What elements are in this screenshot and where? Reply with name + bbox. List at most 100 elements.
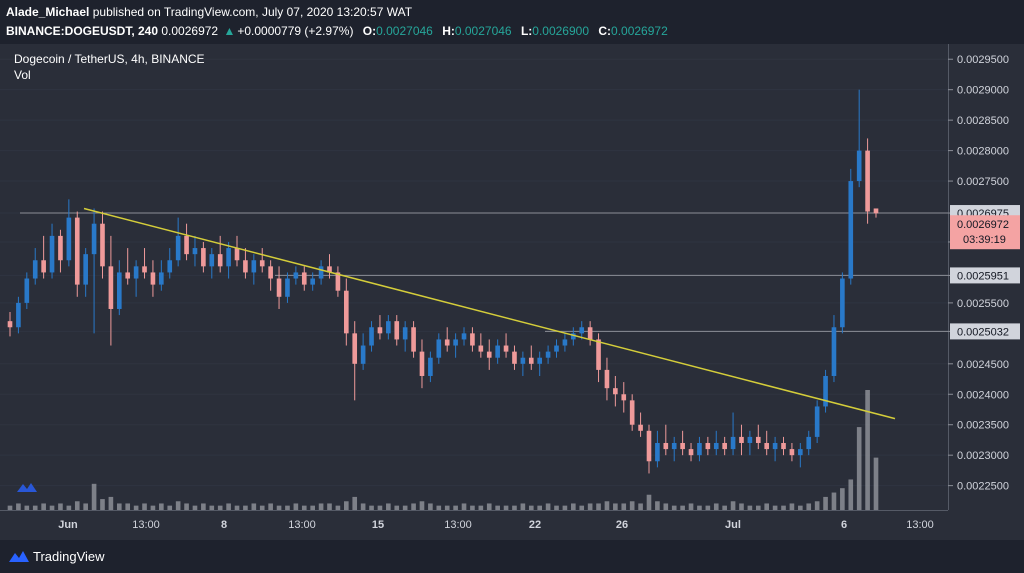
candle <box>285 278 290 297</box>
time-tick-label: 26 <box>616 519 628 531</box>
volume-bar <box>755 505 761 510</box>
volume-bar <box>402 505 408 510</box>
candle <box>755 436 761 443</box>
candle <box>150 272 156 285</box>
price-tick-label: 0.0028500 <box>957 115 1009 127</box>
candle <box>411 327 416 352</box>
candle <box>663 442 669 450</box>
chart-svg[interactable]: 0.0029500 0.0029000 0.0028500 0.0028000 0.00… <box>0 0 1024 540</box>
candle <box>259 260 265 267</box>
candle <box>621 394 627 401</box>
close-key: C: <box>598 24 612 38</box>
volume-bar <box>201 503 206 510</box>
candle <box>335 272 341 291</box>
chart-legend-title: Dogecoin / TetherUS, 4h, BINANCE <box>14 52 205 66</box>
volume-bar <box>730 501 736 510</box>
candle <box>587 327 593 340</box>
candle <box>41 260 46 273</box>
candle <box>217 254 223 267</box>
volume-bar <box>335 505 341 510</box>
candle <box>772 442 778 450</box>
time-tick-label: 13:00 <box>132 519 160 531</box>
candle <box>100 223 105 267</box>
volume-bar <box>831 492 837 510</box>
price-tick-label: 0.0028000 <box>957 146 1009 158</box>
candle <box>629 400 635 425</box>
volume-bar <box>7 505 13 510</box>
price-tick-label: 0.0022500 <box>957 481 1009 493</box>
candle <box>327 266 332 273</box>
chart-pane[interactable] <box>0 44 948 510</box>
candle <box>201 248 206 267</box>
volume-bar <box>646 494 652 510</box>
volume-bar <box>697 505 702 510</box>
header-bar: Alade_Michael published on TradingView.c… <box>0 0 1024 44</box>
volume-bar <box>545 503 551 510</box>
candle <box>175 235 181 261</box>
candle <box>798 449 803 456</box>
volume-bar <box>142 503 147 510</box>
volume-bar <box>66 505 72 510</box>
volume-bar <box>453 505 458 510</box>
candle <box>184 235 189 255</box>
candle <box>739 436 744 443</box>
candle <box>243 260 248 273</box>
volume-bar <box>596 503 601 510</box>
candle <box>571 333 576 340</box>
time-tick-label: 13:00 <box>288 519 316 531</box>
symbol-label: BINANCE:DOGEUSDT, 240 <box>6 24 159 38</box>
volume-bar <box>722 505 727 510</box>
candle <box>528 357 534 364</box>
candle <box>66 217 72 261</box>
volume-bar <box>705 505 711 510</box>
time-scale[interactable] <box>0 510 948 541</box>
ohlc-line: BINANCE:DOGEUSDT, 240 0.0026972 ▲ +0.0000… <box>6 24 668 38</box>
candle <box>781 442 786 450</box>
close-value: 0.0026972 <box>611 24 668 38</box>
candle <box>604 369 610 389</box>
volume-bar <box>411 503 416 510</box>
candle <box>32 260 38 279</box>
volume-bar <box>167 505 173 510</box>
volume-bar <box>133 505 139 510</box>
candle <box>470 333 475 346</box>
candle <box>806 436 812 450</box>
volume-bar <box>486 503 492 510</box>
time-tick-label: 8 <box>221 519 227 531</box>
candle <box>310 278 315 285</box>
candle <box>318 266 324 279</box>
volume-bar <box>24 505 30 510</box>
candle <box>192 248 198 255</box>
candle <box>133 266 139 279</box>
candle <box>394 321 400 340</box>
candle <box>537 357 543 364</box>
tradingview-watermark-icon <box>17 483 37 492</box>
candle <box>680 442 685 450</box>
volume-bar <box>789 503 795 510</box>
candle <box>226 248 231 267</box>
candle <box>495 345 500 358</box>
volume-bar <box>352 496 358 510</box>
price-tick-label: 0.0029500 <box>957 54 1009 66</box>
volume-bar <box>772 505 778 510</box>
volume-bar <box>243 505 248 510</box>
volume-bar <box>713 503 719 510</box>
tradingview-logo-icon[interactable] <box>8 548 30 564</box>
candle <box>562 339 568 346</box>
volume-bar <box>209 505 215 510</box>
candle <box>873 208 879 214</box>
volume-bar <box>301 505 307 510</box>
price-label: 0.0026972 <box>161 24 219 38</box>
tradingview-brand[interactable]: TradingView <box>33 549 105 564</box>
price-tick-label: 0.0025032 <box>957 326 1009 338</box>
candle <box>386 321 391 334</box>
price-level-box <box>950 267 1020 284</box>
publish-line: Alade_Michael published on TradingView.c… <box>6 5 412 19</box>
volume-bar <box>369 505 374 510</box>
volume-bar <box>234 505 240 510</box>
volume-bar <box>343 501 349 510</box>
candle <box>764 442 770 450</box>
price-tick-label: 0.0024500 <box>957 359 1009 371</box>
candle <box>369 327 374 346</box>
volume-bar <box>192 505 198 510</box>
